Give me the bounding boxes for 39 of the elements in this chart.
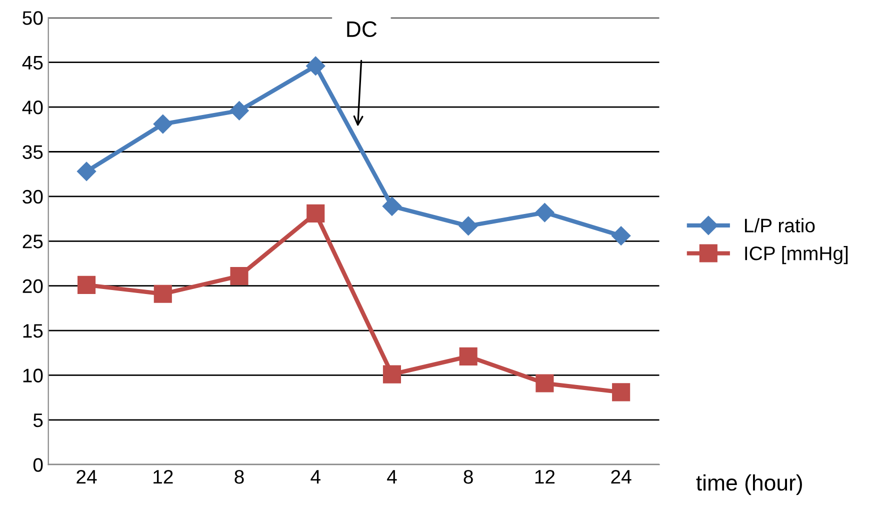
- y-tick-label: 20: [22, 279, 43, 294]
- annotation: DC: [347, 21, 377, 38]
- x-axis-title: time (hour): [696, 474, 802, 496]
- point: [382, 365, 402, 384]
- y-tick-label: 0: [33, 458, 43, 472]
- point: [306, 204, 325, 222]
- x-tick-label: 24: [611, 470, 632, 484]
- point: [458, 216, 478, 236]
- point: [612, 226, 631, 246]
- point: [306, 56, 326, 76]
- x-tick-label: 4: [310, 470, 320, 484]
- y-tick-label: 30: [22, 190, 43, 204]
- y-tick-label: 25: [22, 234, 43, 248]
- point: [382, 196, 402, 216]
- point: [76, 162, 96, 181]
- y-tick-label: 15: [23, 324, 43, 338]
- point: [230, 266, 248, 286]
- point: [230, 101, 249, 120]
- point: [459, 347, 478, 366]
- point: [612, 383, 630, 402]
- y-tick-label: 10: [23, 368, 43, 382]
- x-tick-label: 8: [234, 470, 244, 484]
- y-tick-label: 50: [22, 11, 43, 25]
- legend-label: L/P ratio: [745, 218, 815, 232]
- y-tick-label: 35: [22, 145, 43, 159]
- point: [153, 114, 172, 134]
- x-tick-label: 12: [535, 470, 555, 484]
- point: [154, 284, 172, 303]
- x-tick-label: 8: [464, 470, 473, 484]
- x-tick-label: 4: [387, 470, 397, 484]
- point: [535, 203, 554, 222]
- point: [536, 374, 554, 392]
- x-tick-label: 24: [76, 470, 97, 484]
- point: [78, 276, 96, 294]
- x-tick-label: 12: [154, 470, 173, 484]
- y-tick-label: 5: [33, 414, 43, 428]
- y-tick-label: 40: [22, 100, 43, 114]
- y-tick-label: 45: [22, 56, 43, 70]
- legend-label: ICP [mmHg]: [745, 246, 848, 264]
